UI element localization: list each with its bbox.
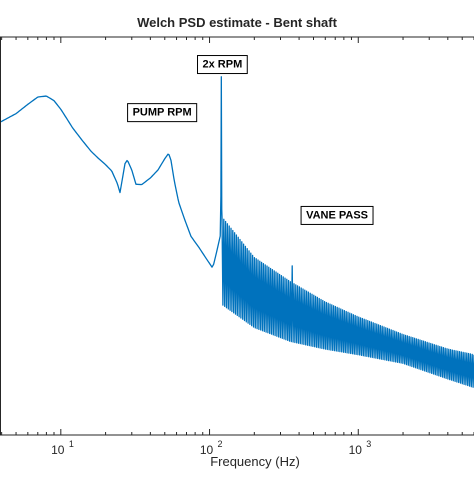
annotation-box xyxy=(127,103,198,123)
annotation-label: 2x RPM xyxy=(203,59,243,71)
annotation-box xyxy=(197,55,248,75)
x-axis-ticks: 10 1 10 2 10 3 xyxy=(1,37,474,457)
psd-curve-layer xyxy=(0,76,474,388)
annotation-label: PUMP RPM xyxy=(133,107,192,119)
x-tick-label-base: 10 xyxy=(349,443,363,457)
x-tick-label-exponent: 2 xyxy=(218,439,223,449)
x-tick-label-exponent: 1 xyxy=(69,439,74,449)
psd-series-line xyxy=(0,76,474,388)
annotations-layer: 2x RPM PUMP RPM VANE PASS xyxy=(127,55,374,225)
x-tick-label-base: 10 xyxy=(51,443,65,457)
annotation-label: VANE PASS xyxy=(306,209,368,221)
x-tick-label-base: 10 xyxy=(200,443,214,457)
chart-title: Welch PSD estimate - Bent shaft xyxy=(137,15,338,30)
annotation-box xyxy=(300,205,374,225)
x-tick-label-exponent: 3 xyxy=(366,439,371,449)
x-axis-label: Frequency (Hz) xyxy=(210,454,300,469)
